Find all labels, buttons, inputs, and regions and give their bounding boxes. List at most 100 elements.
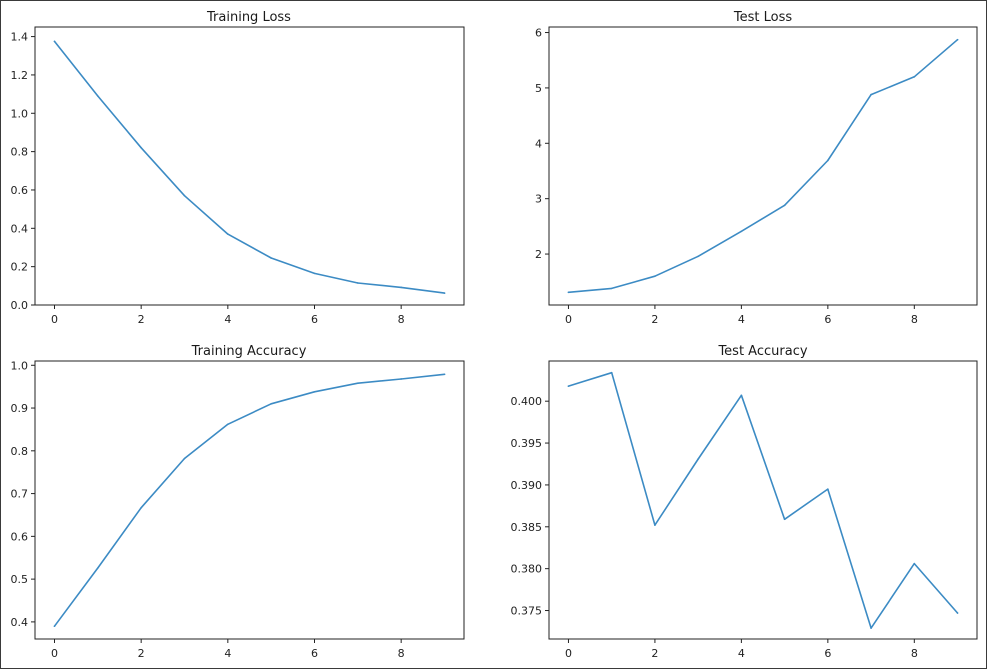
x-tick-label-training-accuracy: 2 <box>138 647 145 660</box>
data-point-training-loss <box>357 282 359 284</box>
data-point-test-accuracy <box>827 488 829 490</box>
y-tick-label-test-loss: 4 <box>535 137 542 150</box>
data-point-training-loss <box>53 40 56 43</box>
data-point-test-loss <box>654 275 656 278</box>
subplot-title-test-loss: Test Loss <box>733 10 792 25</box>
x-tick-label-test-accuracy: 2 <box>651 647 658 660</box>
data-point-test-accuracy <box>610 371 613 374</box>
y-tick-label-training-accuracy: 0.9 <box>11 402 29 415</box>
data-point-training-accuracy <box>97 567 99 569</box>
y-tick-label-test-accuracy: 0.385 <box>511 521 543 534</box>
x-tick-label-test-loss: 6 <box>824 313 831 326</box>
subplot-test-accuracy: Test Accuracy 0 2 4 6 8 0.375 0.380 0.385 0.390 0… <box>511 344 978 660</box>
x-tick-label-test-loss: 2 <box>651 313 658 326</box>
subplot-training-accuracy: Training Accuracy 0 2 4 6 8 0.4 0.5 0.6 0.7 0.8 0.… <box>11 344 465 660</box>
x-tick-label-test-loss: 0 <box>565 313 572 326</box>
data-point-training-loss <box>443 292 446 294</box>
data-point-test-loss <box>740 230 743 233</box>
data-point-training-accuracy <box>227 423 229 426</box>
data-point-training-loss <box>183 194 186 197</box>
subplot-training-loss: Training Loss 0 2 4 6 8 0.0 0.2 0.4 0.6 0.8 1.0 1.2… <box>11 10 465 326</box>
series-line-training-loss <box>53 40 446 294</box>
series-line-test-accuracy <box>567 371 959 629</box>
x-tick-label-training-loss: 0 <box>51 313 58 326</box>
data-point-training-loss <box>270 257 272 259</box>
subplot-title-training-loss: Training Loss <box>206 10 291 25</box>
x-tick-label-training-accuracy: 4 <box>224 647 231 660</box>
y-tick-label-test-accuracy: 0.380 <box>511 563 543 576</box>
y-tick-label-test-loss: 3 <box>535 193 542 206</box>
y-tick-label-training-loss: 1.2 <box>11 69 29 82</box>
y-tick-label-training-loss: 0.0 <box>11 299 29 312</box>
data-point-test-loss <box>697 255 699 258</box>
data-point-test-accuracy <box>697 458 699 460</box>
y-tick-label-test-loss: 5 <box>535 82 542 95</box>
data-point-training-loss <box>97 95 99 97</box>
axes-box-test-loss <box>548 26 978 306</box>
axes-box-test-accuracy <box>548 360 978 640</box>
data-point-test-accuracy <box>740 394 743 397</box>
series-line-test-loss <box>567 38 959 294</box>
x-tick-label-training-accuracy: 0 <box>51 647 58 660</box>
x-tick-label-training-accuracy: 6 <box>311 647 318 660</box>
data-point-test-accuracy <box>870 627 872 629</box>
y-tick-label-training-accuracy: 0.7 <box>11 488 29 501</box>
data-point-test-accuracy <box>654 524 656 526</box>
series-line-training-accuracy <box>53 373 446 628</box>
y-tick-label-test-loss: 6 <box>535 27 542 40</box>
data-point-test-accuracy <box>956 612 959 614</box>
x-tick-label-test-accuracy: 8 <box>911 647 918 660</box>
y-tick-label-test-accuracy: 0.400 <box>511 395 543 408</box>
y-tick-label-training-accuracy: 0.5 <box>11 573 29 586</box>
x-tick-label-training-accuracy: 8 <box>398 647 405 660</box>
axes-box-training-accuracy <box>34 360 465 640</box>
y-tick-label-test-accuracy: 0.390 <box>511 479 543 492</box>
subplot-title-training-accuracy: Training Accuracy <box>191 344 307 359</box>
y-tick-label-training-accuracy: 0.8 <box>11 445 29 458</box>
y-tick-label-training-accuracy: 0.6 <box>11 530 29 543</box>
y-tick-label-test-accuracy: 0.395 <box>511 437 543 450</box>
data-point-test-accuracy <box>913 562 916 565</box>
y-tick-label-training-loss: 1.0 <box>11 107 29 120</box>
y-tick-label-training-accuracy: 0.4 <box>11 616 29 629</box>
data-point-test-loss <box>783 204 786 207</box>
x-tick-label-training-loss: 8 <box>398 313 405 326</box>
x-tick-label-test-loss: 4 <box>738 313 745 326</box>
x-tick-label-test-accuracy: 4 <box>738 647 745 660</box>
x-tick-label-training-loss: 2 <box>138 313 145 326</box>
data-point-training-accuracy <box>357 382 359 385</box>
y-tick-label-test-loss: 2 <box>535 248 542 261</box>
data-point-test-loss <box>870 93 872 96</box>
data-point-training-accuracy <box>270 402 272 405</box>
x-tick-label-test-accuracy: 0 <box>565 647 572 660</box>
data-point-test-accuracy <box>567 385 570 387</box>
data-point-training-loss <box>313 272 316 275</box>
data-point-training-accuracy <box>183 457 186 460</box>
subplot-title-test-accuracy: Test Accuracy <box>717 344 807 359</box>
data-point-training-loss <box>227 233 229 235</box>
y-tick-label-training-loss: 1.4 <box>11 31 29 44</box>
y-tick-label-training-loss: 0.8 <box>11 146 29 159</box>
x-tick-label-training-loss: 6 <box>311 313 318 326</box>
y-tick-label-training-accuracy: 1.0 <box>11 359 29 372</box>
data-point-training-accuracy <box>443 373 446 376</box>
data-point-test-loss <box>567 291 570 294</box>
axes-box-training-loss <box>34 26 465 306</box>
x-tick-label-training-loss: 4 <box>224 313 231 326</box>
data-point-training-accuracy <box>400 378 402 380</box>
data-point-training-accuracy <box>313 390 316 393</box>
y-tick-label-training-loss: 0.6 <box>11 184 29 197</box>
subplot-test-loss: Test Loss 0 2 4 6 8 2 3 4 5 6 <box>535 10 978 326</box>
data-point-test-accuracy <box>783 518 786 521</box>
data-point-training-loss <box>140 146 142 149</box>
data-point-training-accuracy <box>53 625 56 627</box>
x-tick-label-test-accuracy: 6 <box>824 647 831 660</box>
y-tick-label-training-loss: 0.2 <box>11 261 29 274</box>
data-point-test-loss <box>956 38 959 41</box>
x-tick-label-test-loss: 8 <box>911 313 918 326</box>
y-tick-label-training-loss: 0.4 <box>11 222 29 235</box>
data-point-test-loss <box>827 159 829 162</box>
data-point-training-accuracy <box>140 506 142 509</box>
